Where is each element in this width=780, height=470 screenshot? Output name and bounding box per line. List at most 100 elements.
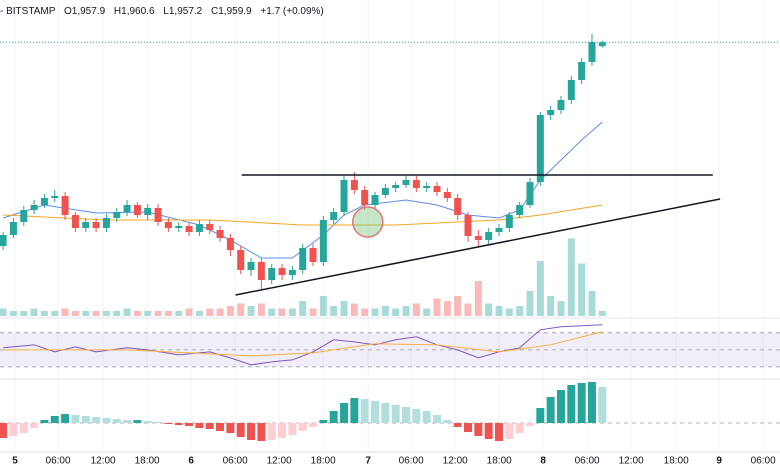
histogram-bar <box>164 423 173 424</box>
volume-bar <box>423 308 431 316</box>
high-value: H1,960.6 <box>114 6 155 17</box>
histogram-bar <box>133 420 142 423</box>
histogram-bar <box>391 405 400 423</box>
histogram-bar <box>453 423 462 427</box>
candle-body <box>226 238 234 250</box>
histogram-bar <box>587 382 596 423</box>
histogram-bar <box>298 423 307 431</box>
histogram-bar <box>546 397 555 423</box>
candle-body <box>288 270 296 275</box>
histogram-bar <box>340 403 349 423</box>
volume-bar <box>485 303 493 316</box>
histogram-bar <box>92 417 101 423</box>
candle-body <box>433 186 441 192</box>
volume-bar <box>113 311 121 316</box>
volume-bar <box>319 296 327 316</box>
volume-bar <box>350 303 358 316</box>
volume-bar <box>526 291 534 316</box>
volume-bar <box>51 311 59 316</box>
candle-body <box>30 205 38 210</box>
histogram-bar <box>112 419 121 423</box>
candle-body <box>113 212 121 218</box>
x-tick-label: 18:00 <box>311 456 336 467</box>
volume-bar <box>237 303 245 316</box>
candle-body <box>71 215 79 228</box>
volume-bar <box>433 298 441 316</box>
histogram-bar <box>402 407 411 423</box>
x-tick-label: 5 <box>12 456 18 467</box>
symbol: - BITSTAMP <box>0 6 56 17</box>
candle-body <box>164 222 172 228</box>
candle-body <box>474 236 482 240</box>
volume-bar <box>133 311 141 316</box>
volume-bar <box>102 311 110 316</box>
change-value: +1.7 (+0.09%) <box>260 6 323 17</box>
histogram-bar <box>61 414 70 423</box>
x-tick-label: 12:00 <box>443 456 468 467</box>
candle-body <box>195 224 203 232</box>
highlight-circle <box>352 206 384 238</box>
rsi-line <box>3 331 603 357</box>
volume-bar <box>567 238 575 316</box>
candle-body <box>309 248 317 262</box>
candle-body <box>278 268 286 275</box>
histogram-bar <box>329 411 338 423</box>
candle-body <box>9 222 17 235</box>
volume-bar <box>588 291 596 316</box>
histogram-bar <box>371 401 380 423</box>
histogram-bar <box>143 421 152 423</box>
histogram-bar <box>267 423 276 440</box>
histogram-bar <box>577 383 586 423</box>
x-tick-label: 18:00 <box>487 456 512 467</box>
histogram-bar <box>216 423 225 431</box>
histogram-bar <box>205 423 214 429</box>
x-tick-label: 7 <box>365 456 371 467</box>
x-tick-label: 18:00 <box>664 456 689 467</box>
candle-body <box>247 262 255 270</box>
volume-bar <box>71 311 79 316</box>
histogram-bar <box>0 423 8 438</box>
histogram-bar <box>422 411 431 423</box>
candle-body <box>361 190 369 205</box>
x-tick-label: 06:00 <box>751 456 776 467</box>
volume-bar <box>371 308 379 316</box>
histogram-bar <box>443 420 452 423</box>
volume-bar <box>402 306 410 316</box>
candle-body <box>567 80 575 100</box>
histogram-bar <box>278 423 287 438</box>
candle-body <box>40 198 48 205</box>
volume-bar <box>454 296 462 316</box>
histogram-bar <box>350 398 359 423</box>
candle-body <box>412 180 420 188</box>
histogram-bar <box>9 423 18 436</box>
candle-body <box>340 180 348 212</box>
candle-body <box>257 262 265 280</box>
open-value: O1,957.9 <box>64 6 106 17</box>
volume-bar <box>216 308 224 316</box>
x-tick-label: 12:00 <box>91 456 116 467</box>
histogram-bar <box>236 423 245 437</box>
volume-bar <box>536 261 544 316</box>
candle-body <box>547 110 555 115</box>
histogram-bar <box>102 418 111 423</box>
histogram-bar <box>309 423 318 427</box>
histogram-bar <box>40 420 49 423</box>
volume-bar <box>9 311 17 316</box>
volume-bar <box>299 301 307 316</box>
candle-body <box>485 232 493 240</box>
candle-body <box>423 186 431 188</box>
volume-bar <box>82 311 90 316</box>
histogram-bar <box>536 408 545 423</box>
histogram-bar <box>464 423 472 432</box>
trendline <box>235 198 721 296</box>
candle-body <box>330 212 338 220</box>
volume-bar <box>154 311 162 316</box>
candle-body <box>319 220 327 262</box>
volume-bar <box>92 311 100 316</box>
candle-body <box>133 205 141 215</box>
volume-bar <box>185 308 193 316</box>
histogram-bar <box>19 423 28 433</box>
candle-body <box>588 42 596 62</box>
candle-body <box>454 198 462 215</box>
